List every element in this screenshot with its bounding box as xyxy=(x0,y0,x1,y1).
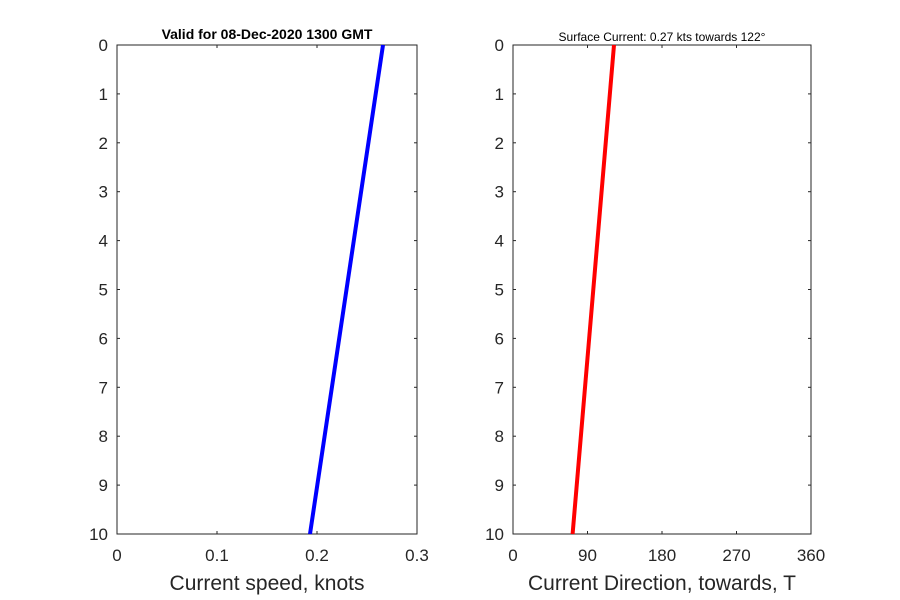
plot-area xyxy=(512,44,812,535)
series-line xyxy=(308,44,385,535)
x-axis-label: Current Direction, towards, T xyxy=(528,572,796,595)
chart-title: Valid for 08-Dec-2020 1300 GMT xyxy=(162,26,373,42)
x-tick-label: 90 xyxy=(578,546,597,565)
y-tick-label: 3 xyxy=(99,183,108,202)
x-tick-label: 0.2 xyxy=(305,546,329,565)
y-tick-label: 5 xyxy=(495,281,504,300)
y-tick-label: 9 xyxy=(99,476,108,495)
plot-area xyxy=(116,44,418,535)
y-tick-label: 6 xyxy=(495,329,504,348)
x-tick-label: 270 xyxy=(722,546,750,565)
y-tick-label: 4 xyxy=(495,232,504,251)
y-tick-label: 2 xyxy=(495,134,504,153)
x-tick-label: 0.1 xyxy=(205,546,229,565)
y-tick-label: 8 xyxy=(99,427,108,446)
y-tick-label: 0 xyxy=(495,36,504,55)
y-tick-label: 3 xyxy=(495,183,504,202)
y-tick-label: 2 xyxy=(99,134,108,153)
y-tick-label: 7 xyxy=(495,378,504,397)
x-tick-label: 0 xyxy=(508,546,517,565)
series-line xyxy=(570,44,616,535)
x-tick-label: 0.3 xyxy=(405,546,429,565)
x-tick-label: 180 xyxy=(648,546,676,565)
x-tick-label: 0 xyxy=(112,546,121,565)
y-tick-label: 7 xyxy=(99,378,108,397)
x-tick-label: 360 xyxy=(797,546,825,565)
y-tick-label: 8 xyxy=(495,427,504,446)
y-tick-label: 5 xyxy=(99,281,108,300)
y-tick-label: 9 xyxy=(495,476,504,495)
x-axis-label: Current speed, knots xyxy=(170,572,365,595)
y-tick-label: 1 xyxy=(495,85,504,104)
y-tick-label: 10 xyxy=(485,525,504,544)
y-tick-label: 4 xyxy=(99,232,108,251)
y-tick-label: 0 xyxy=(99,36,108,55)
y-tick-label: 6 xyxy=(99,329,108,348)
y-tick-label: 1 xyxy=(99,85,108,104)
y-tick-label: 10 xyxy=(89,525,108,544)
chart-title: Surface Current: 0.27 kts towards 122° xyxy=(559,30,766,44)
